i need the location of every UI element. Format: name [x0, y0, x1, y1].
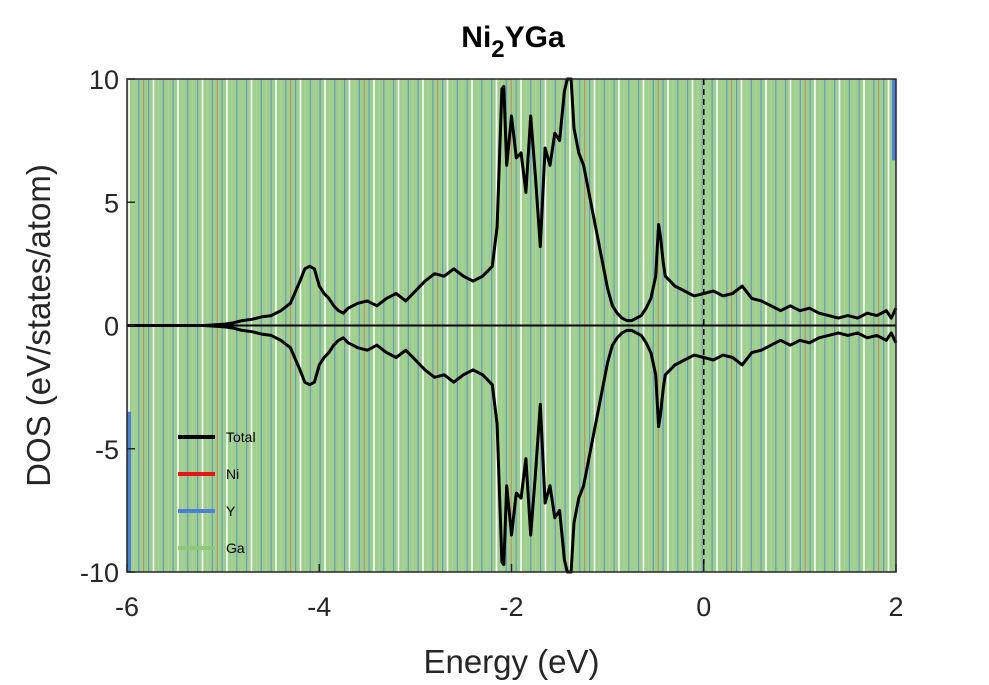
y-edge-left — [127, 411, 131, 572]
total-dos-spin-up — [127, 77, 898, 327]
y-edge-right — [892, 79, 896, 161]
y-tick-label: 5 — [104, 188, 119, 218]
chart-title: Ni2YGa — [461, 21, 565, 63]
y-tick-label: 0 — [104, 312, 119, 342]
x-axis-label: Energy (eV) — [423, 643, 599, 680]
legend: Total Ni Y Ga — [178, 429, 256, 556]
legend-label-ga: Ga — [226, 540, 245, 556]
y-axis-label: DOS (eV/states/atom) — [20, 164, 57, 487]
total-dos-spin-down — [127, 324, 898, 574]
legend-label-ni: Ni — [226, 466, 239, 482]
x-tick-label: 2 — [888, 592, 903, 622]
legend-label-total: Total — [226, 429, 256, 445]
legend-label-y: Y — [226, 503, 236, 519]
y-tick-label: 10 — [89, 65, 119, 95]
x-tick-label: -4 — [307, 592, 331, 622]
x-tick-label: -6 — [115, 592, 139, 622]
y-tick-label: -10 — [80, 558, 119, 588]
x-tick-label: 0 — [696, 592, 711, 622]
y-tick-label: -5 — [95, 435, 119, 465]
x-tick-label: -2 — [499, 592, 523, 622]
